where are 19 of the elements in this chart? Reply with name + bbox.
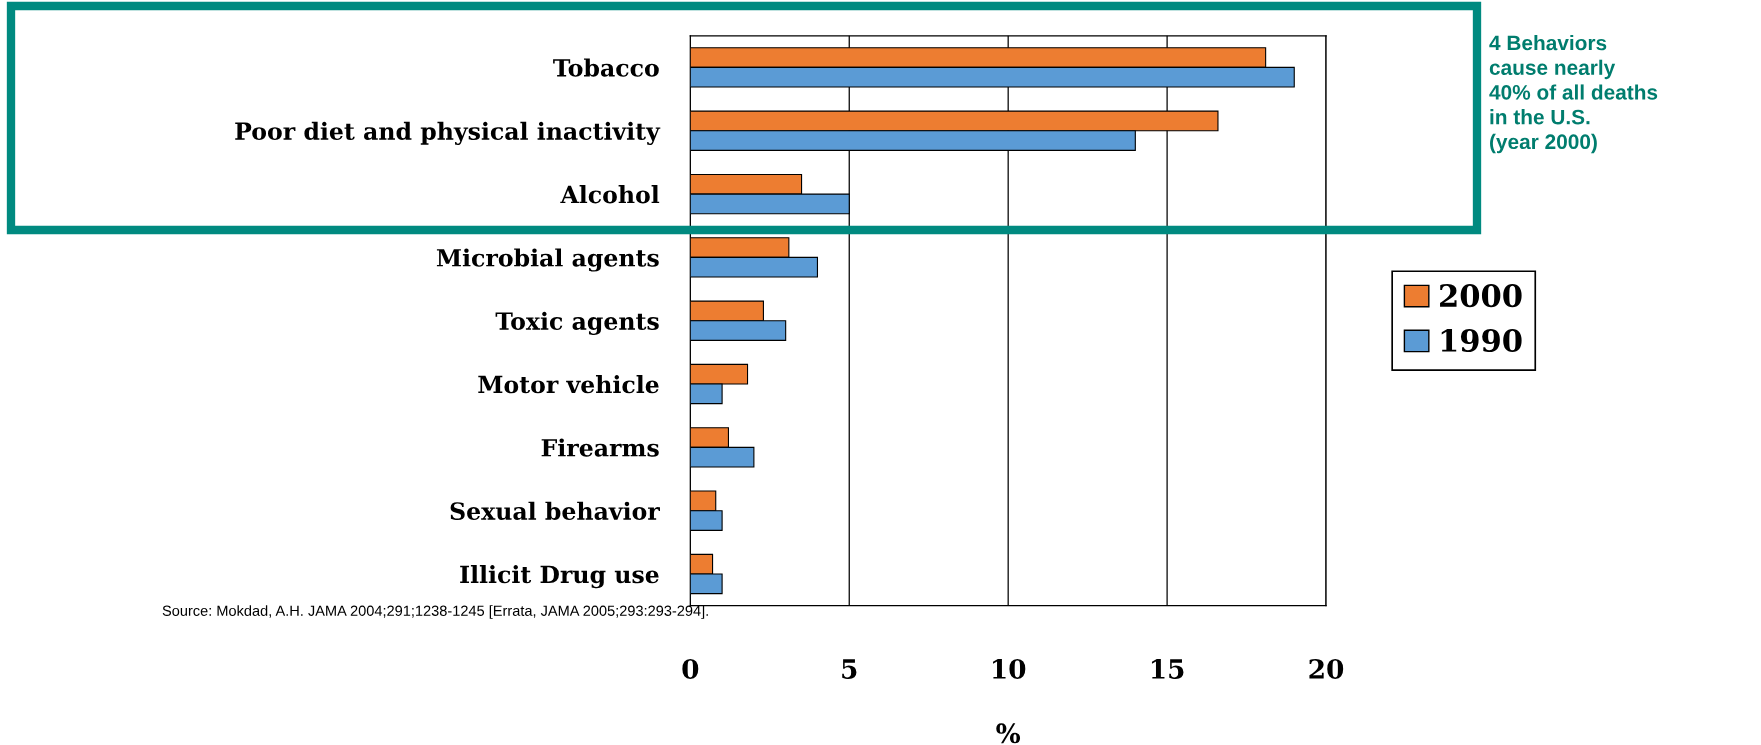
y-tick-label: Motor vehicle <box>478 375 659 394</box>
x-tick-label: 0 <box>682 658 699 679</box>
x-tick-label: 10 <box>993 658 1026 679</box>
legend-label: 1990 <box>1441 328 1522 353</box>
y-tick-label: Firearms <box>541 438 659 457</box>
y-tick-label: Alcohol <box>560 185 660 204</box>
y-tick-label: Tobacco <box>553 58 659 77</box>
legend-label: 2000 <box>1440 284 1522 308</box>
y-tick-label: Toxic agents <box>495 311 659 335</box>
y-tick-label: Microbial agents <box>436 248 659 272</box>
x-tick-label: 20 <box>1309 658 1344 679</box>
x-tick-label: 15 <box>1151 658 1184 679</box>
y-tick-label: Sexual behavior <box>450 501 660 520</box>
x-tick-label: 5 <box>842 659 857 679</box>
annotation: Source: Mokdad, A.H. JAMA 2004;291;1238-1245 [Errata, JAMA 2005;293:293-294]. <box>162 605 708 619</box>
text: 4 Behaviors cause nearly 40% of all deaths in the U.S. (year 2000) <box>1489 35 1658 154</box>
y-tick-label: Poor diet and physical inactivity <box>235 121 661 145</box>
x-axis-title: % <box>996 723 1021 744</box>
y-tick-label: Illicit Drug use <box>460 565 659 589</box>
